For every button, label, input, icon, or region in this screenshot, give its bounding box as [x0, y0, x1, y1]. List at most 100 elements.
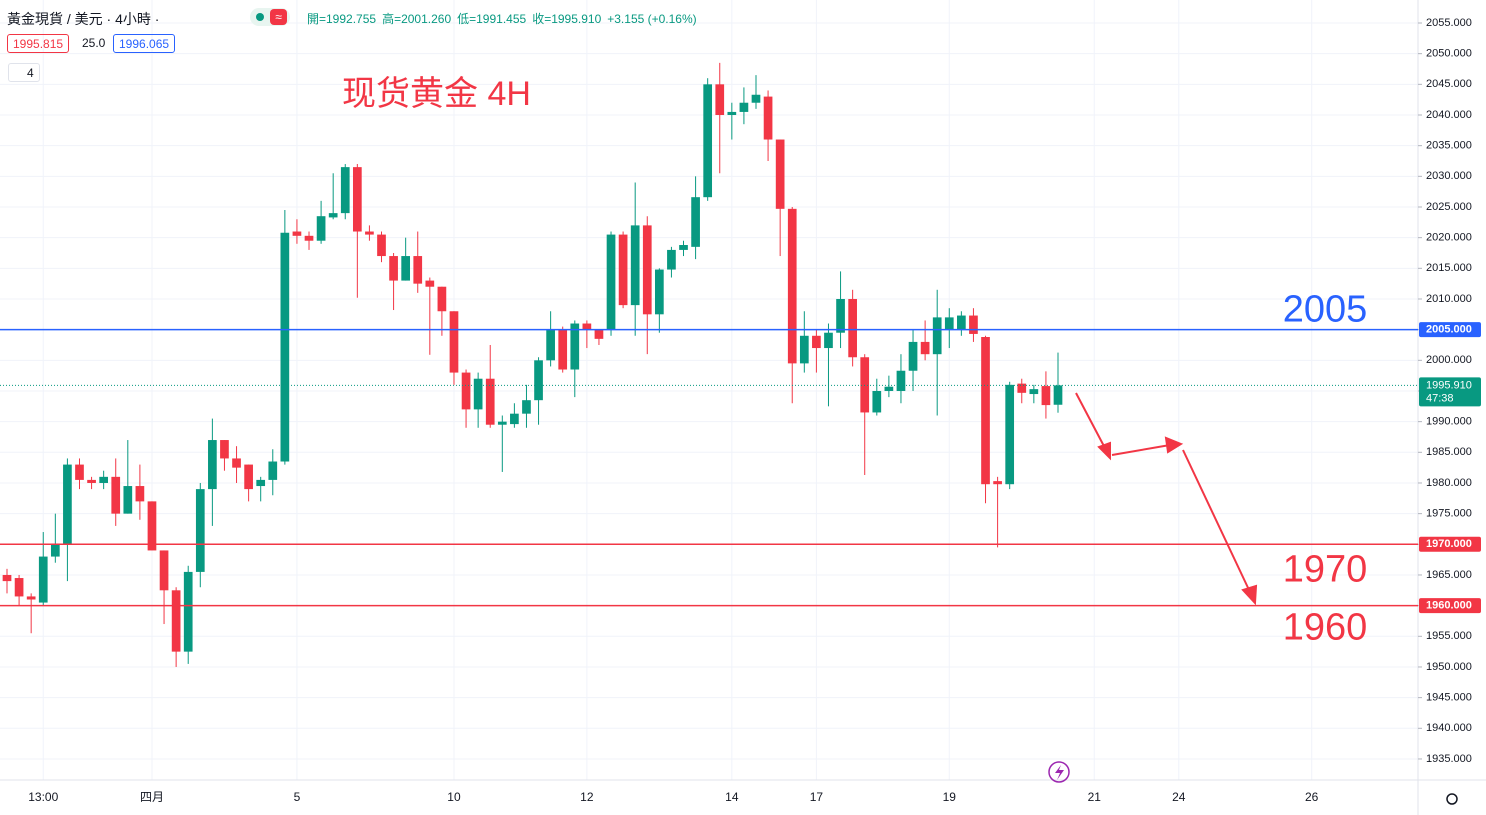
y-tick-label: 1935.000	[1426, 753, 1472, 765]
candle-body	[183, 571, 193, 652]
y-tick-label: 2035.000	[1426, 140, 1472, 152]
x-tick-label: 26	[1305, 790, 1319, 804]
y-tick-label: 2040.000	[1426, 109, 1472, 121]
candle-body	[884, 386, 894, 391]
candle-body	[147, 501, 157, 551]
candle-body	[208, 440, 217, 490]
candle-body	[944, 317, 954, 330]
x-tick-label: 12	[580, 790, 594, 804]
candle-body	[594, 329, 604, 339]
candle-body	[799, 335, 809, 364]
candle-body	[510, 413, 519, 425]
candle-body	[316, 216, 326, 241]
candle-body	[606, 234, 616, 330]
candle-body	[497, 421, 507, 425]
y-tick-label: 1980.000	[1426, 477, 1472, 489]
candle-body	[558, 329, 568, 370]
x-tick-label: 17	[810, 790, 824, 804]
price-line-label: 1960.000	[1426, 600, 1472, 612]
candle-body	[111, 476, 121, 514]
candle-body	[618, 234, 628, 306]
candle-body	[26, 596, 36, 600]
candle-body	[75, 464, 84, 480]
candle-body	[630, 225, 640, 306]
candle-body	[87, 479, 96, 483]
candle-body	[268, 461, 278, 480]
candle-body	[642, 225, 652, 315]
event-icon-bolt	[1055, 765, 1064, 780]
candle-body	[195, 489, 205, 572]
candle-body	[522, 400, 531, 414]
candle-body	[679, 245, 688, 250]
candle-body	[703, 84, 713, 198]
candle-body	[50, 544, 60, 557]
bid-button[interactable]: 1995.815	[7, 34, 70, 53]
candle-body	[244, 464, 253, 490]
candle-body	[413, 256, 423, 284]
candle-body	[836, 298, 845, 333]
ask-button[interactable]: 1996.065	[113, 34, 176, 53]
y-tick-label: 2030.000	[1426, 170, 1472, 182]
settings-icon[interactable]	[1446, 793, 1458, 805]
x-tick-label: 14	[725, 790, 739, 804]
candle-body	[389, 256, 398, 281]
y-tick-label: 1975.000	[1426, 508, 1472, 520]
candle-body	[787, 208, 797, 364]
event-icon[interactable]	[1048, 761, 1070, 783]
y-tick-label: 1955.000	[1426, 630, 1472, 642]
x-tick-label: 13:00	[28, 790, 58, 804]
candle-body	[812, 335, 821, 349]
price-line-label: 2005.000	[1426, 324, 1472, 336]
last-price-label-bg	[1419, 377, 1481, 407]
candle-body	[473, 378, 483, 410]
candle-body	[1017, 383, 1027, 393]
legend-open: 開=1992.755	[307, 12, 377, 26]
indicator-toggle[interactable]: 4	[8, 63, 40, 82]
status-toggle[interactable]: ≈	[250, 8, 290, 26]
candle-body	[860, 357, 870, 413]
candle-body	[848, 298, 857, 358]
x-tick-label: 四月	[140, 790, 164, 804]
y-tick-label: 2055.000	[1426, 17, 1472, 29]
y-tick-label: 1945.000	[1426, 692, 1472, 704]
x-tick-label: 21	[1088, 790, 1102, 804]
candle-body	[715, 84, 725, 115]
symbol-title[interactable]: 黃金現貨 / 美元 · 4小時 ·	[7, 11, 160, 27]
candle-body	[1029, 389, 1039, 395]
x-tick-label: 24	[1172, 790, 1186, 804]
candle-body	[220, 440, 229, 459]
annotation: 现货黄金 4H	[342, 75, 531, 113]
price-line-label: 1970.000	[1426, 538, 1472, 550]
candle-body	[365, 231, 374, 235]
candle-body	[352, 167, 362, 232]
candle-body	[38, 556, 48, 603]
last-price-label: 1995.910	[1426, 379, 1472, 391]
candle-body	[425, 280, 435, 287]
candle-body	[655, 269, 664, 315]
y-tick-label: 1950.000	[1426, 661, 1472, 673]
ohlc-legend: 開=1992.755 高=2001.260 低=1991.455 收=1995.910…	[307, 10, 703, 27]
candle-body	[340, 167, 350, 214]
legend-change: +3.155 (+0.16%)	[607, 12, 697, 26]
candle-body	[171, 590, 181, 652]
candle-body	[570, 323, 580, 370]
candle-body	[969, 315, 978, 334]
candle-body	[292, 231, 302, 236]
candle-body	[993, 481, 1002, 485]
y-tick-label: 2025.000	[1426, 201, 1472, 213]
y-tick-label: 2050.000	[1426, 48, 1472, 60]
candle-body	[872, 390, 882, 413]
price-line-note: 1960	[1283, 607, 1368, 649]
candle-body	[739, 102, 749, 112]
candle-body	[328, 213, 338, 218]
spread: 25.0	[82, 36, 106, 50]
y-tick-label: 2020.000	[1426, 232, 1472, 244]
countdown: 47:38	[1426, 392, 1454, 404]
candle-body	[232, 458, 241, 468]
legend-low: 低=1991.455	[457, 12, 527, 26]
candle-body	[957, 315, 966, 330]
candle-body	[280, 232, 290, 462]
candle-body	[449, 311, 459, 373]
candle-body	[896, 370, 906, 391]
candle-body	[485, 378, 495, 425]
